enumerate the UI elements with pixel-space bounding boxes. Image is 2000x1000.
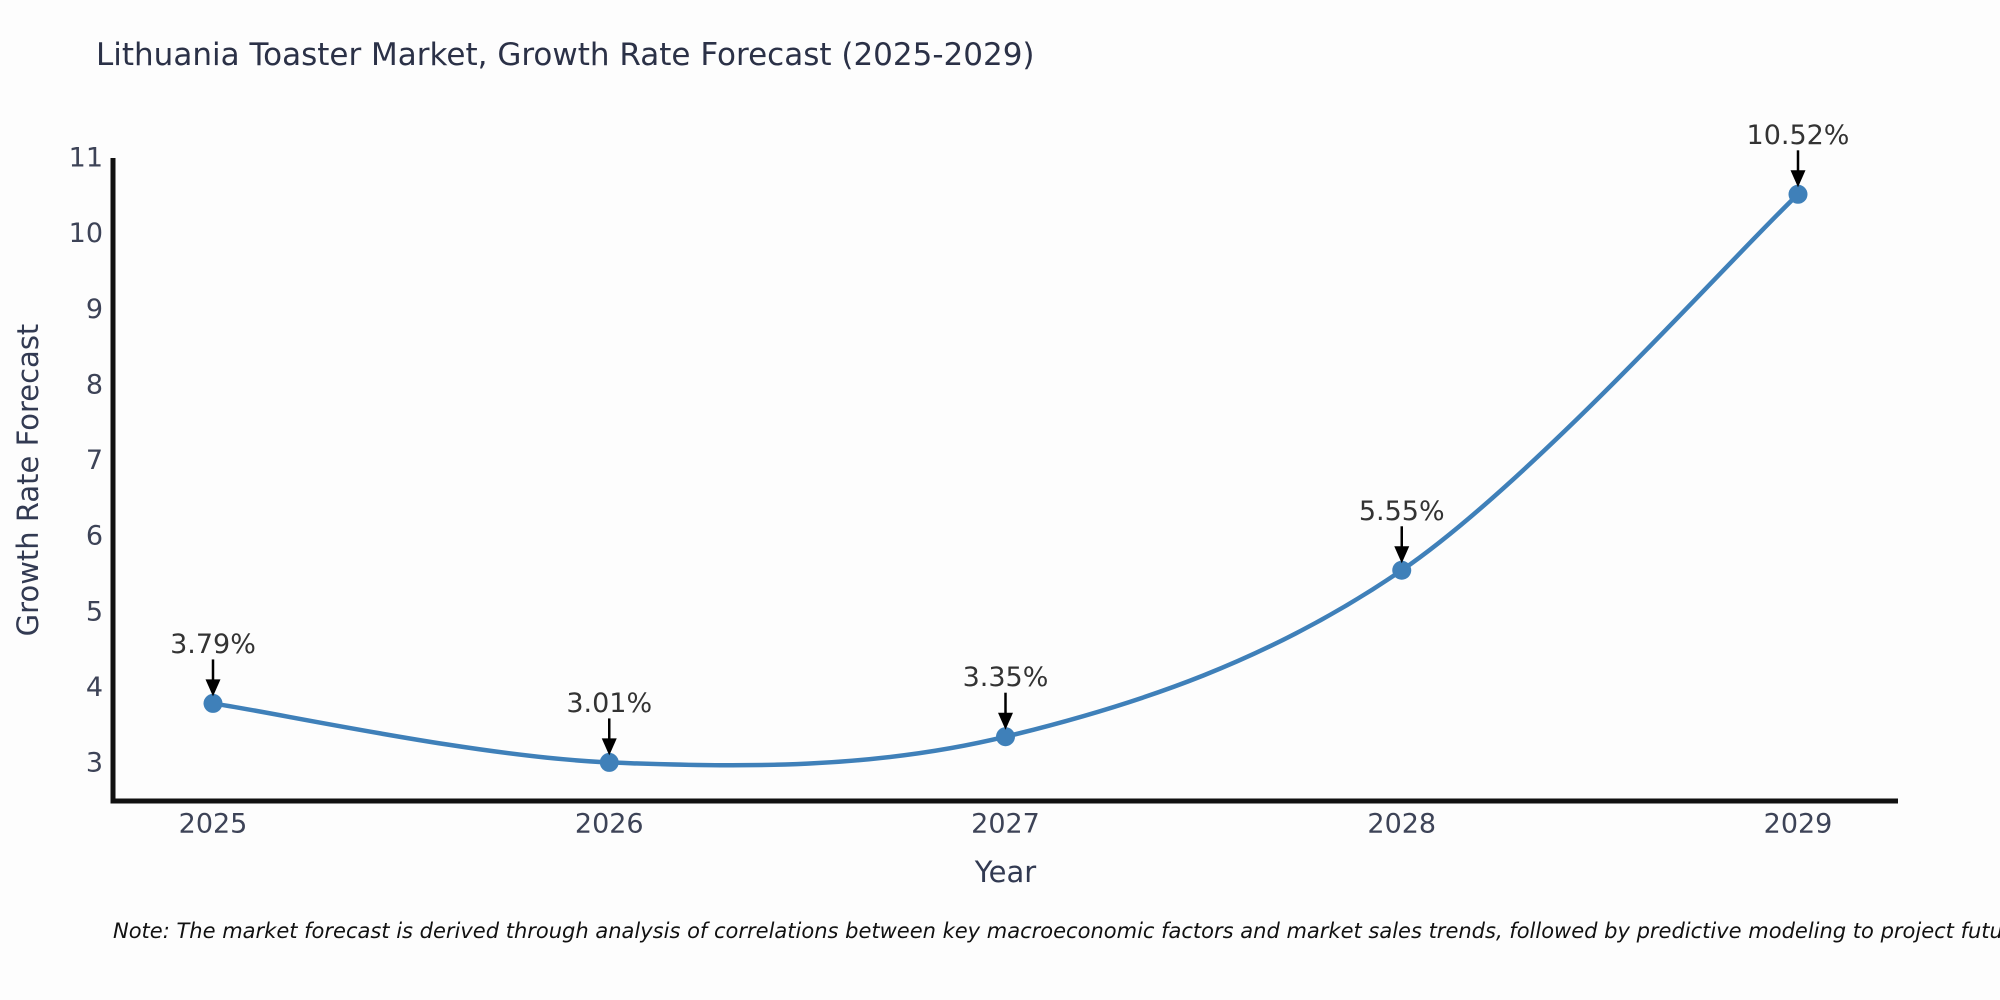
x-axis-title: Year (974, 855, 1037, 889)
chart-title: Lithuania Toaster Market, Growth Rate Fo… (96, 37, 1035, 73)
annotation-arrow-head (998, 712, 1013, 730)
annotation-arrow-head (205, 679, 221, 697)
y-tick-label: 11 (69, 143, 103, 174)
annotation-arrow-head (601, 738, 617, 756)
x-tick-label: 2026 (575, 809, 644, 840)
x-tick-label: 2029 (1764, 809, 1833, 840)
y-tick-label: 10 (69, 218, 103, 249)
annotation-label: 3.79% (170, 629, 256, 660)
y-tick-label: 9 (86, 294, 103, 325)
data-point-2025 (203, 693, 223, 713)
series-line (210, 192, 1801, 768)
x-tick-label: 2025 (179, 809, 248, 840)
data-point-2027 (996, 727, 1015, 747)
data-point-2029 (1788, 184, 1808, 204)
y-tick-label: 7 (86, 445, 103, 476)
y-axis-title: Growth Rate Forecast (11, 323, 45, 637)
x-tick-label: 2028 (1367, 809, 1436, 840)
y-tick-label: 6 (86, 521, 103, 552)
data-point-2028 (1392, 560, 1412, 580)
annotation-label: 5.55% (1359, 496, 1445, 527)
annotation-arrow-head (1790, 170, 1806, 188)
annotation-label: 3.35% (963, 662, 1049, 693)
annotation-label: 10.52% (1747, 120, 1850, 151)
data-point-2026 (599, 752, 619, 772)
annotation-arrow-head (1394, 546, 1410, 564)
annotation-label: 3.01% (566, 688, 652, 719)
y-tick-label: 4 (86, 672, 103, 703)
footnote: Note: The market forecast is derived thr… (113, 919, 2000, 943)
y-tick-label: 5 (86, 596, 103, 627)
y-tick-label: 3 (86, 748, 103, 779)
x-tick-label: 2027 (971, 809, 1040, 840)
y-tick-label: 8 (86, 369, 103, 400)
